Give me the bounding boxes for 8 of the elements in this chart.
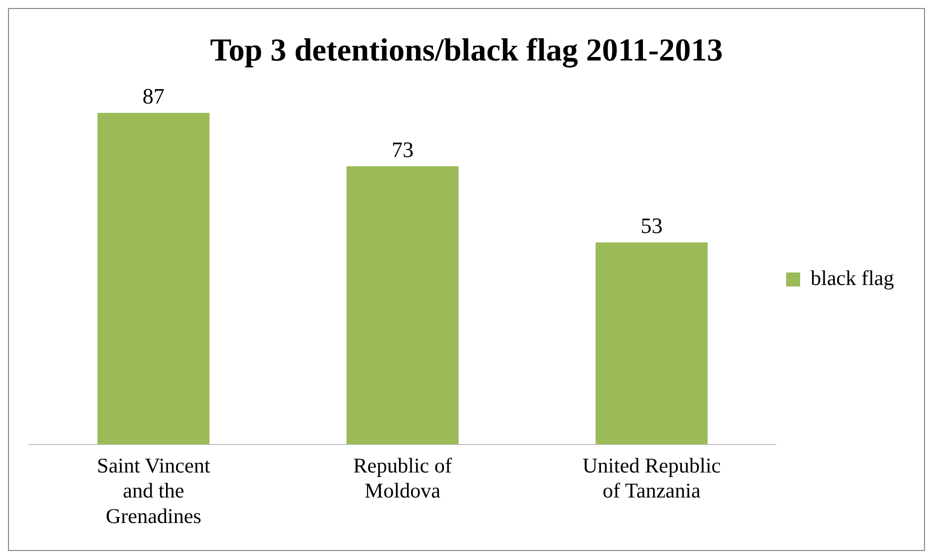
x-tick-label: United Republic of Tanzania (582, 454, 721, 503)
x-tick-label: Republic of Moldova (353, 454, 452, 503)
data-label: 87 (142, 84, 165, 109)
legend-label: black flag (810, 266, 894, 290)
data-label: 73 (392, 136, 414, 162)
data-label: 53 (640, 213, 663, 238)
chart-title: Top 3 detentions/black flag 2011-2013 (210, 31, 723, 68)
x-tick-label: Saint Vincent and the Grenadines (96, 454, 210, 528)
